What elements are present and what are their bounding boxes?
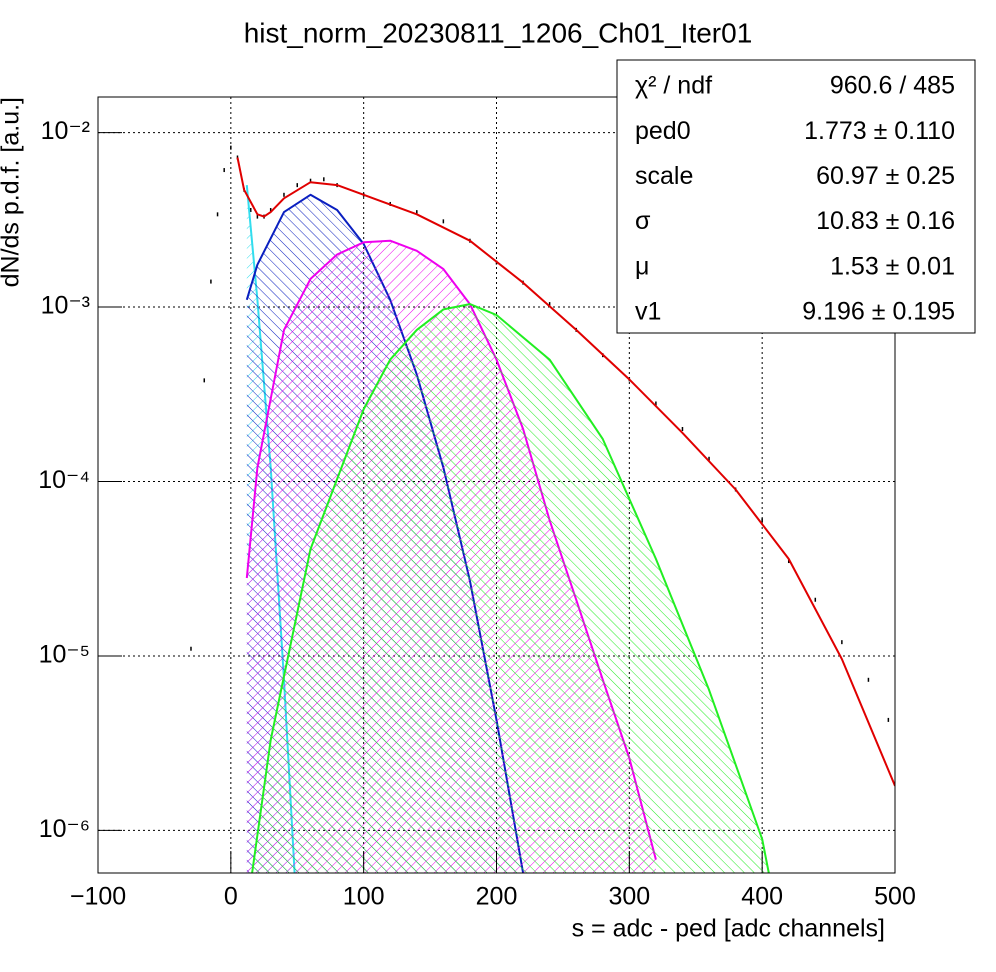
x-axis-title: s = adc - ped [adc channels] [572, 915, 885, 943]
x-tick-label: −100 [70, 883, 126, 911]
component-area [252, 304, 769, 873]
x-tick-label: 400 [741, 883, 783, 911]
stats-value: 960.6 / 485 [830, 72, 955, 100]
x-tick-label: 200 [476, 883, 518, 911]
y-tick-label: 10⁻³ [41, 292, 90, 320]
stats-value: 1.773 ± 0.110 [804, 117, 955, 145]
y-axis-title: dN/ds p.d.f. [a.u.] [0, 97, 25, 287]
component-curve [251, 303, 770, 873]
y-tick-label: 10⁻² [41, 117, 90, 145]
y-tick-label: 10⁻⁴ [38, 466, 90, 494]
stats-label: v1 [635, 298, 661, 326]
stats-value: 60.97 ± 0.25 [816, 162, 955, 190]
stats-value: 9.196 ± 0.195 [802, 298, 955, 326]
fit-curve [236, 157, 895, 787]
stats-label: χ² / ndf [635, 72, 712, 100]
stats-value: 1.53 ± 0.01 [830, 252, 955, 280]
stats-frame [616, 59, 976, 334]
stats-label: μ [635, 252, 649, 280]
stats-box: χ² / ndf 960.6 / 485 ped0 1.773 ± 0.110 scal… [616, 59, 976, 334]
x-tick-label: 500 [874, 883, 916, 911]
plot-area [190, 145, 895, 873]
chart-title: hist_norm_20230811_1206_Ch01_Iter01 [244, 17, 753, 48]
y-tick-label: 10⁻⁵ [39, 641, 90, 669]
y-tick-label: 10⁻⁶ [39, 815, 90, 843]
plot-frame [97, 96, 896, 874]
stats-label: σ [635, 207, 651, 235]
stats-value: 10.83 ± 0.16 [816, 207, 955, 235]
stats-label: scale [635, 162, 693, 190]
x-tick-label: 300 [608, 883, 650, 911]
x-tick-label: 0 [224, 883, 238, 911]
stats-label: ped0 [635, 117, 691, 145]
x-tick-label: 100 [343, 883, 385, 911]
axes: −100 0 100 200 300 400 500 10⁻⁶ 10⁻⁵ 10⁻⁴ 10⁻³ 10⁻² [38, 96, 916, 911]
